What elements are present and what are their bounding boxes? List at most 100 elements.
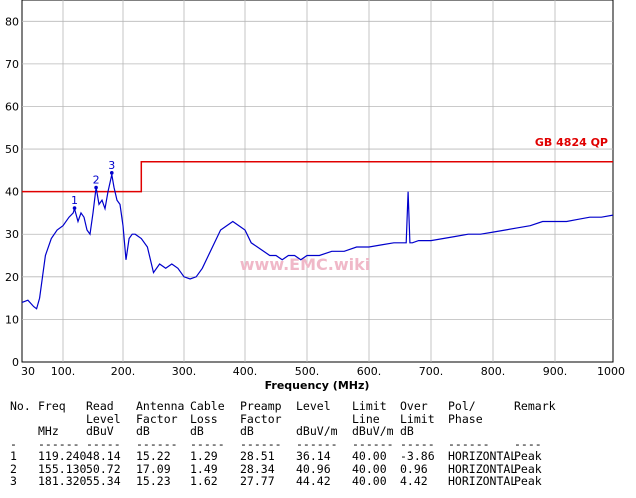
table-row-cell: Peak: [514, 461, 542, 476]
table-row-cell: 44.42: [296, 474, 331, 488]
header-cell: Level: [296, 399, 331, 413]
y-tick-label: 50: [5, 143, 19, 156]
table-body: 1 119.240 48.14 15.22 1.29 28.51 36.14 40.00 -3.…: [0, 450, 636, 488]
header-cell: dB: [136, 424, 150, 438]
header-cell: Level: [86, 411, 121, 426]
y-tick-label: 20: [5, 271, 19, 284]
table-row-cell: HORIZONTAL: [448, 461, 518, 476]
header-cell: Antenna: [136, 399, 185, 413]
table-header-row-2: Level Factor Loss Factor Line Limit Phase: [0, 411, 636, 426]
table-row-cell: 55.34: [86, 474, 121, 488]
x-tick-label: 30: [21, 365, 35, 378]
header-cell: Factor: [136, 411, 178, 426]
table-row-cell: HORIZONTAL: [448, 449, 518, 463]
header-cell: Freq: [38, 399, 66, 413]
header-cell: Cable: [190, 399, 225, 413]
table-row-cell: 4.42: [400, 474, 428, 488]
peak-marker-label: 2: [93, 174, 100, 187]
grid-lines: [22, 0, 613, 362]
header-cell: Loss: [190, 411, 218, 426]
x-tick-label: 600.: [357, 365, 382, 378]
table-row-cell: 40.96: [296, 461, 331, 476]
table-row-cell: 1: [10, 449, 17, 463]
header-divider-cell: -: [10, 436, 17, 451]
table-row-cell: 1.62: [190, 474, 218, 488]
x-tick-labels: 30 100. 200. 300. 400. 500. 600. 700. 800. 900. 10…: [21, 365, 625, 378]
header-cell: dBuV/m: [352, 424, 394, 438]
y-tick-label: 0: [12, 356, 19, 369]
table-row: 2 155.130 50.72 17.09 1.49 28.34 40.96 40.00 0.9…: [0, 461, 636, 476]
x-tick-label: 100.: [51, 365, 76, 378]
x-tick-label: 1000: [597, 365, 625, 378]
emission-trace: [21, 174, 614, 310]
x-tick-label: 500.: [295, 365, 320, 378]
header-cell: No.: [10, 399, 31, 413]
header-cell: Read: [86, 399, 114, 413]
x-tick-label: 400.: [233, 365, 258, 378]
header-divider-cell: ------: [240, 436, 282, 451]
watermark-text: www.EMC.wiki: [240, 255, 370, 274]
header-cell: Over: [400, 399, 428, 413]
header-cell: dBuV: [86, 424, 114, 438]
y-tick-label: 80: [5, 15, 19, 28]
header-divider-cell: ------: [38, 436, 80, 451]
peak-marker-point: [94, 185, 98, 190]
header-cell: dB: [240, 424, 254, 438]
x-tick-label: 200.: [111, 365, 136, 378]
x-tick-label: 700.: [419, 365, 444, 378]
header-divider-cell: -----: [86, 436, 121, 451]
header-cell: MHz: [38, 424, 59, 438]
table-row-cell: 3: [10, 474, 17, 488]
table-row-cell: 28.34: [240, 461, 275, 476]
x-tick-label: 900.: [543, 365, 568, 378]
peak-marker-point: [72, 206, 77, 210]
table-row-cell: 40.00: [352, 461, 387, 476]
header-cell: dB: [400, 424, 414, 438]
peak-marker-point: [109, 171, 114, 175]
header-divider-cell: -----: [400, 436, 435, 451]
table-row-cell: 181.320: [38, 474, 87, 488]
header-cell: dB: [190, 424, 204, 438]
header-cell: Pol/: [448, 399, 476, 413]
table-row-cell: 28.51: [240, 449, 275, 463]
y-tick-labels: 0 10 20 30 40 50 60 70 80: [5, 15, 19, 369]
y-tick-label: 60: [5, 100, 19, 113]
table-header-row-3: MHz dBuV dB dB dB dBuV/m dBuV/m dB: [0, 425, 636, 438]
header-divider-cell: -----: [190, 436, 225, 451]
header-cell: Preamp: [240, 399, 282, 413]
table-row-cell: 1.49: [190, 461, 218, 476]
table-row-cell: 1.29: [190, 449, 218, 463]
header-divider-cell: ----: [514, 436, 542, 451]
table-row: 3 181.320 55.34 15.23 1.62 27.77 44.42 40.00 4.4…: [0, 475, 636, 488]
results-table: No. Freq Read Antenna Cable Preamp Level Limit O…: [0, 400, 636, 498]
header-divider-cell: ------: [448, 436, 490, 451]
table-row-cell: 15.23: [136, 474, 171, 488]
table-row-cell: 15.22: [136, 449, 171, 463]
y-tick-label: 40: [5, 186, 19, 199]
table-row-cell: 40.00: [352, 474, 387, 488]
header-divider-cell: ------: [352, 436, 394, 451]
table-header-divider: - ------ ----- ------ ----- ------ ------ -----…: [0, 436, 636, 451]
table-row-cell: -3.86: [400, 449, 435, 463]
table-row-cell: 155.130: [38, 461, 87, 476]
table-row-cell: 119.240: [38, 449, 87, 463]
limit-line: [22, 161, 613, 193]
peak-markers: 1 23: [71, 159, 115, 210]
limit-line-label: GB 4824 QP: [535, 136, 608, 149]
peak-marker-label: 1: [71, 194, 78, 207]
table-row-cell: HORIZONTAL: [448, 474, 518, 488]
header-cell: dBuV/m: [296, 424, 338, 438]
peak-marker-label: 3: [108, 159, 115, 172]
x-tick-label: 300.: [172, 365, 197, 378]
plot-background: [21, 0, 614, 363]
table-row-cell: 17.09: [136, 461, 171, 476]
table-row-cell: 48.14: [86, 449, 121, 463]
table-row-cell: 36.14: [296, 449, 331, 463]
header-cell: Factor: [240, 411, 282, 426]
table-row-cell: 27.77: [240, 474, 275, 488]
x-tick-label: 800.: [481, 365, 506, 378]
y-tick-label: 70: [5, 58, 19, 71]
table-row-cell: 0.96: [400, 461, 428, 476]
y-tick-label: 10: [5, 313, 19, 326]
header-cell: Limit: [352, 399, 387, 413]
